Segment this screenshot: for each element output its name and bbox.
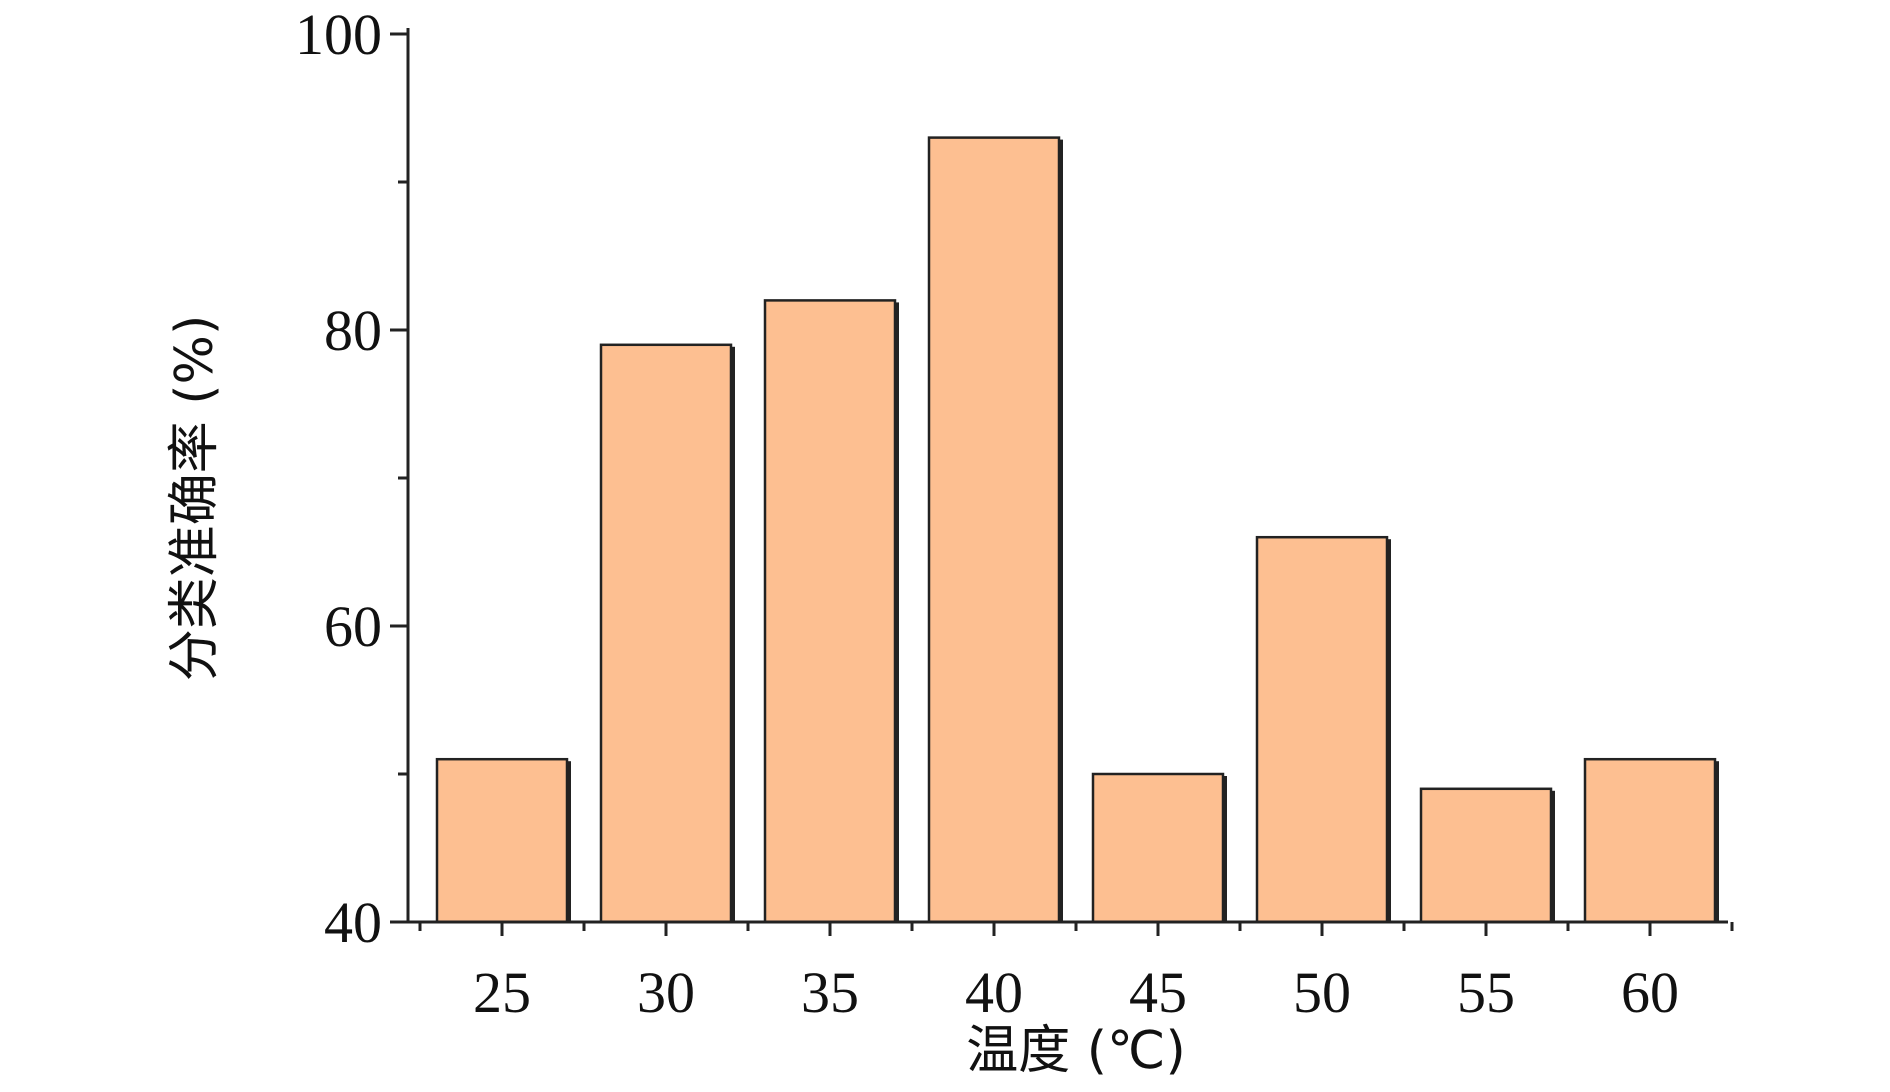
bar-group-55	[1419, 787, 1555, 924]
x-tick-label-40: 40	[965, 960, 1023, 1025]
bar-group-25	[435, 757, 571, 924]
y-tick-label-60: 60	[324, 594, 382, 659]
bar-50	[1255, 535, 1389, 924]
x-tick-label-45: 45	[1129, 960, 1187, 1025]
bar-shadow-35	[895, 302, 899, 922]
bar-60	[1583, 757, 1717, 924]
bar-group-40	[927, 136, 1063, 924]
y-axis-title: 分类准确率 (%)	[165, 315, 225, 682]
bar-35	[763, 299, 897, 924]
bar-group-60	[1583, 757, 1719, 924]
x-tick-label-55: 55	[1457, 960, 1515, 1025]
x-tick-label-30: 30	[637, 960, 695, 1025]
bar-shadow-25	[567, 761, 571, 922]
y-tick-label-80: 80	[324, 298, 382, 363]
y-tick-label-40: 40	[324, 890, 382, 955]
bar-shadow-30	[731, 346, 735, 922]
bar-45	[1091, 772, 1225, 924]
x-axis-title: 温度 (℃)	[966, 1021, 1186, 1081]
labels-layer: 40 60 80 100 25 30 35 40 45 50 55 60	[295, 2, 1679, 1025]
bar-shadow-60	[1715, 761, 1719, 922]
bar-group-30	[599, 343, 735, 924]
bar-group-50	[1255, 535, 1391, 924]
bar-55	[1419, 787, 1553, 924]
bar-group-45	[1091, 772, 1227, 924]
bar-shadow-50	[1387, 539, 1391, 922]
bar-30	[599, 343, 733, 924]
bar-shadow-40	[1059, 139, 1063, 923]
y-tick-label-100: 100	[295, 2, 382, 67]
bar-group-35	[763, 299, 899, 924]
bar-25	[435, 757, 569, 924]
axes-layer	[390, 28, 1734, 936]
bar-shadow-55	[1551, 790, 1555, 922]
x-tick-label-50: 50	[1293, 960, 1351, 1025]
x-tick-label-25: 25	[473, 960, 531, 1025]
bar-40	[927, 136, 1061, 924]
x-tick-label-35: 35	[801, 960, 859, 1025]
bars-layer	[435, 136, 1719, 924]
x-tick-label-60: 60	[1621, 960, 1679, 1025]
bar-shadow-45	[1223, 776, 1227, 922]
